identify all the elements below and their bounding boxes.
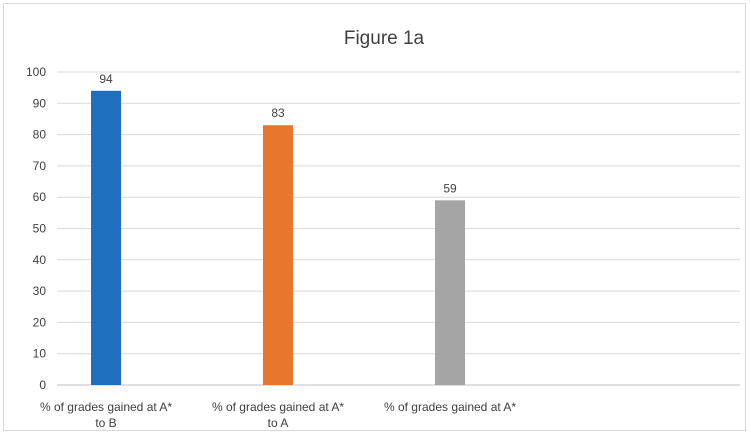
data-label: 94 <box>99 72 113 86</box>
x-category-label: to B <box>95 416 116 430</box>
x-axis-category-labels: % of grades gained at A* to B % of grades … <box>40 400 516 430</box>
x-category-label: % of grades gained at A* <box>384 400 516 414</box>
bars <box>91 90 465 386</box>
y-tick-label: 20 <box>33 315 47 329</box>
chart-frame <box>3 3 746 431</box>
data-label: 83 <box>271 106 285 120</box>
data-labels: 94 83 59 <box>99 72 457 196</box>
chart-title: Figure 1a <box>344 28 425 49</box>
y-tick-label: 0 <box>39 378 46 392</box>
y-tick-label: 100 <box>26 65 46 79</box>
gridlines <box>57 71 740 386</box>
data-label: 59 <box>443 181 457 195</box>
y-axis-tick-labels: 0 10 20 30 40 50 60 70 80 90 100 <box>26 65 46 392</box>
x-category-label: % of grades gained at A* <box>40 400 172 414</box>
y-tick-label: 90 <box>33 96 47 110</box>
y-tick-label: 10 <box>33 347 47 361</box>
y-tick-label: 40 <box>33 253 47 267</box>
y-tick-label: 30 <box>33 284 47 298</box>
bar <box>91 90 121 385</box>
y-tick-label: 70 <box>33 159 47 173</box>
x-category-label: % of grades gained at A* <box>212 400 344 414</box>
bar <box>263 125 293 386</box>
bar <box>435 200 465 385</box>
y-tick-label: 80 <box>33 128 47 142</box>
y-tick-label: 50 <box>33 222 47 236</box>
x-category-label: to A <box>268 416 289 430</box>
y-tick-label: 60 <box>33 190 47 204</box>
